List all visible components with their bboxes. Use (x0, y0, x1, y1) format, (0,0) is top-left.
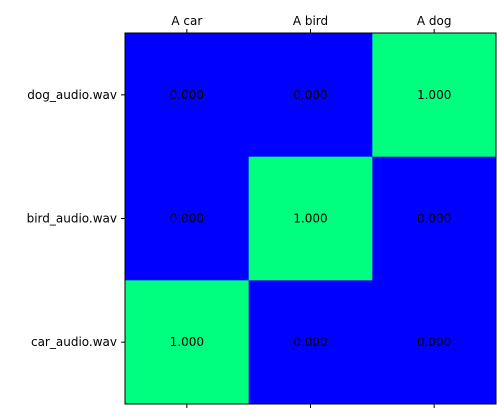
heatmap-cell (248, 156, 373, 281)
x-tick-label: A car (171, 14, 202, 28)
y-axis-ticks: dog_audio.wav bird_audio.wav car_audio.wav (27, 88, 125, 349)
heatmap-cell (248, 33, 373, 158)
cell-value-label: 1.000 (417, 88, 451, 102)
heatmap-cell (372, 156, 497, 281)
x-axis-ticks: A car A bird A dog (171, 14, 451, 408)
cell-value-label: 1.000 (293, 212, 327, 226)
heatmap-cell (372, 280, 497, 405)
heatmap-cell (125, 280, 250, 405)
cell-value-label: 0.000 (170, 212, 204, 226)
heatmap-cell (125, 156, 250, 281)
x-tick-label: A dog (417, 14, 452, 28)
cell-value-label: 0.000 (293, 335, 327, 349)
heatmap-cell-labels: 0.000 0.000 1.000 0.000 1.000 0.000 1.000 0.000… (170, 88, 452, 349)
cell-value-label: 1.000 (170, 335, 204, 349)
heatmap-cell (372, 33, 497, 158)
x-tick-label: A bird (293, 14, 328, 28)
cell-value-label: 0.000 (417, 212, 451, 226)
cell-value-label: 0.000 (170, 88, 204, 102)
heatmap-cell (248, 280, 373, 405)
cell-value-label: 0.000 (293, 88, 327, 102)
y-tick-label: bird_audio.wav (27, 212, 117, 226)
y-tick-label: car_audio.wav (31, 335, 117, 349)
cell-value-label: 0.000 (417, 335, 451, 349)
y-tick-label: dog_audio.wav (27, 88, 117, 102)
heatmap-cell (125, 33, 250, 158)
heatmap-cells (125, 33, 497, 405)
